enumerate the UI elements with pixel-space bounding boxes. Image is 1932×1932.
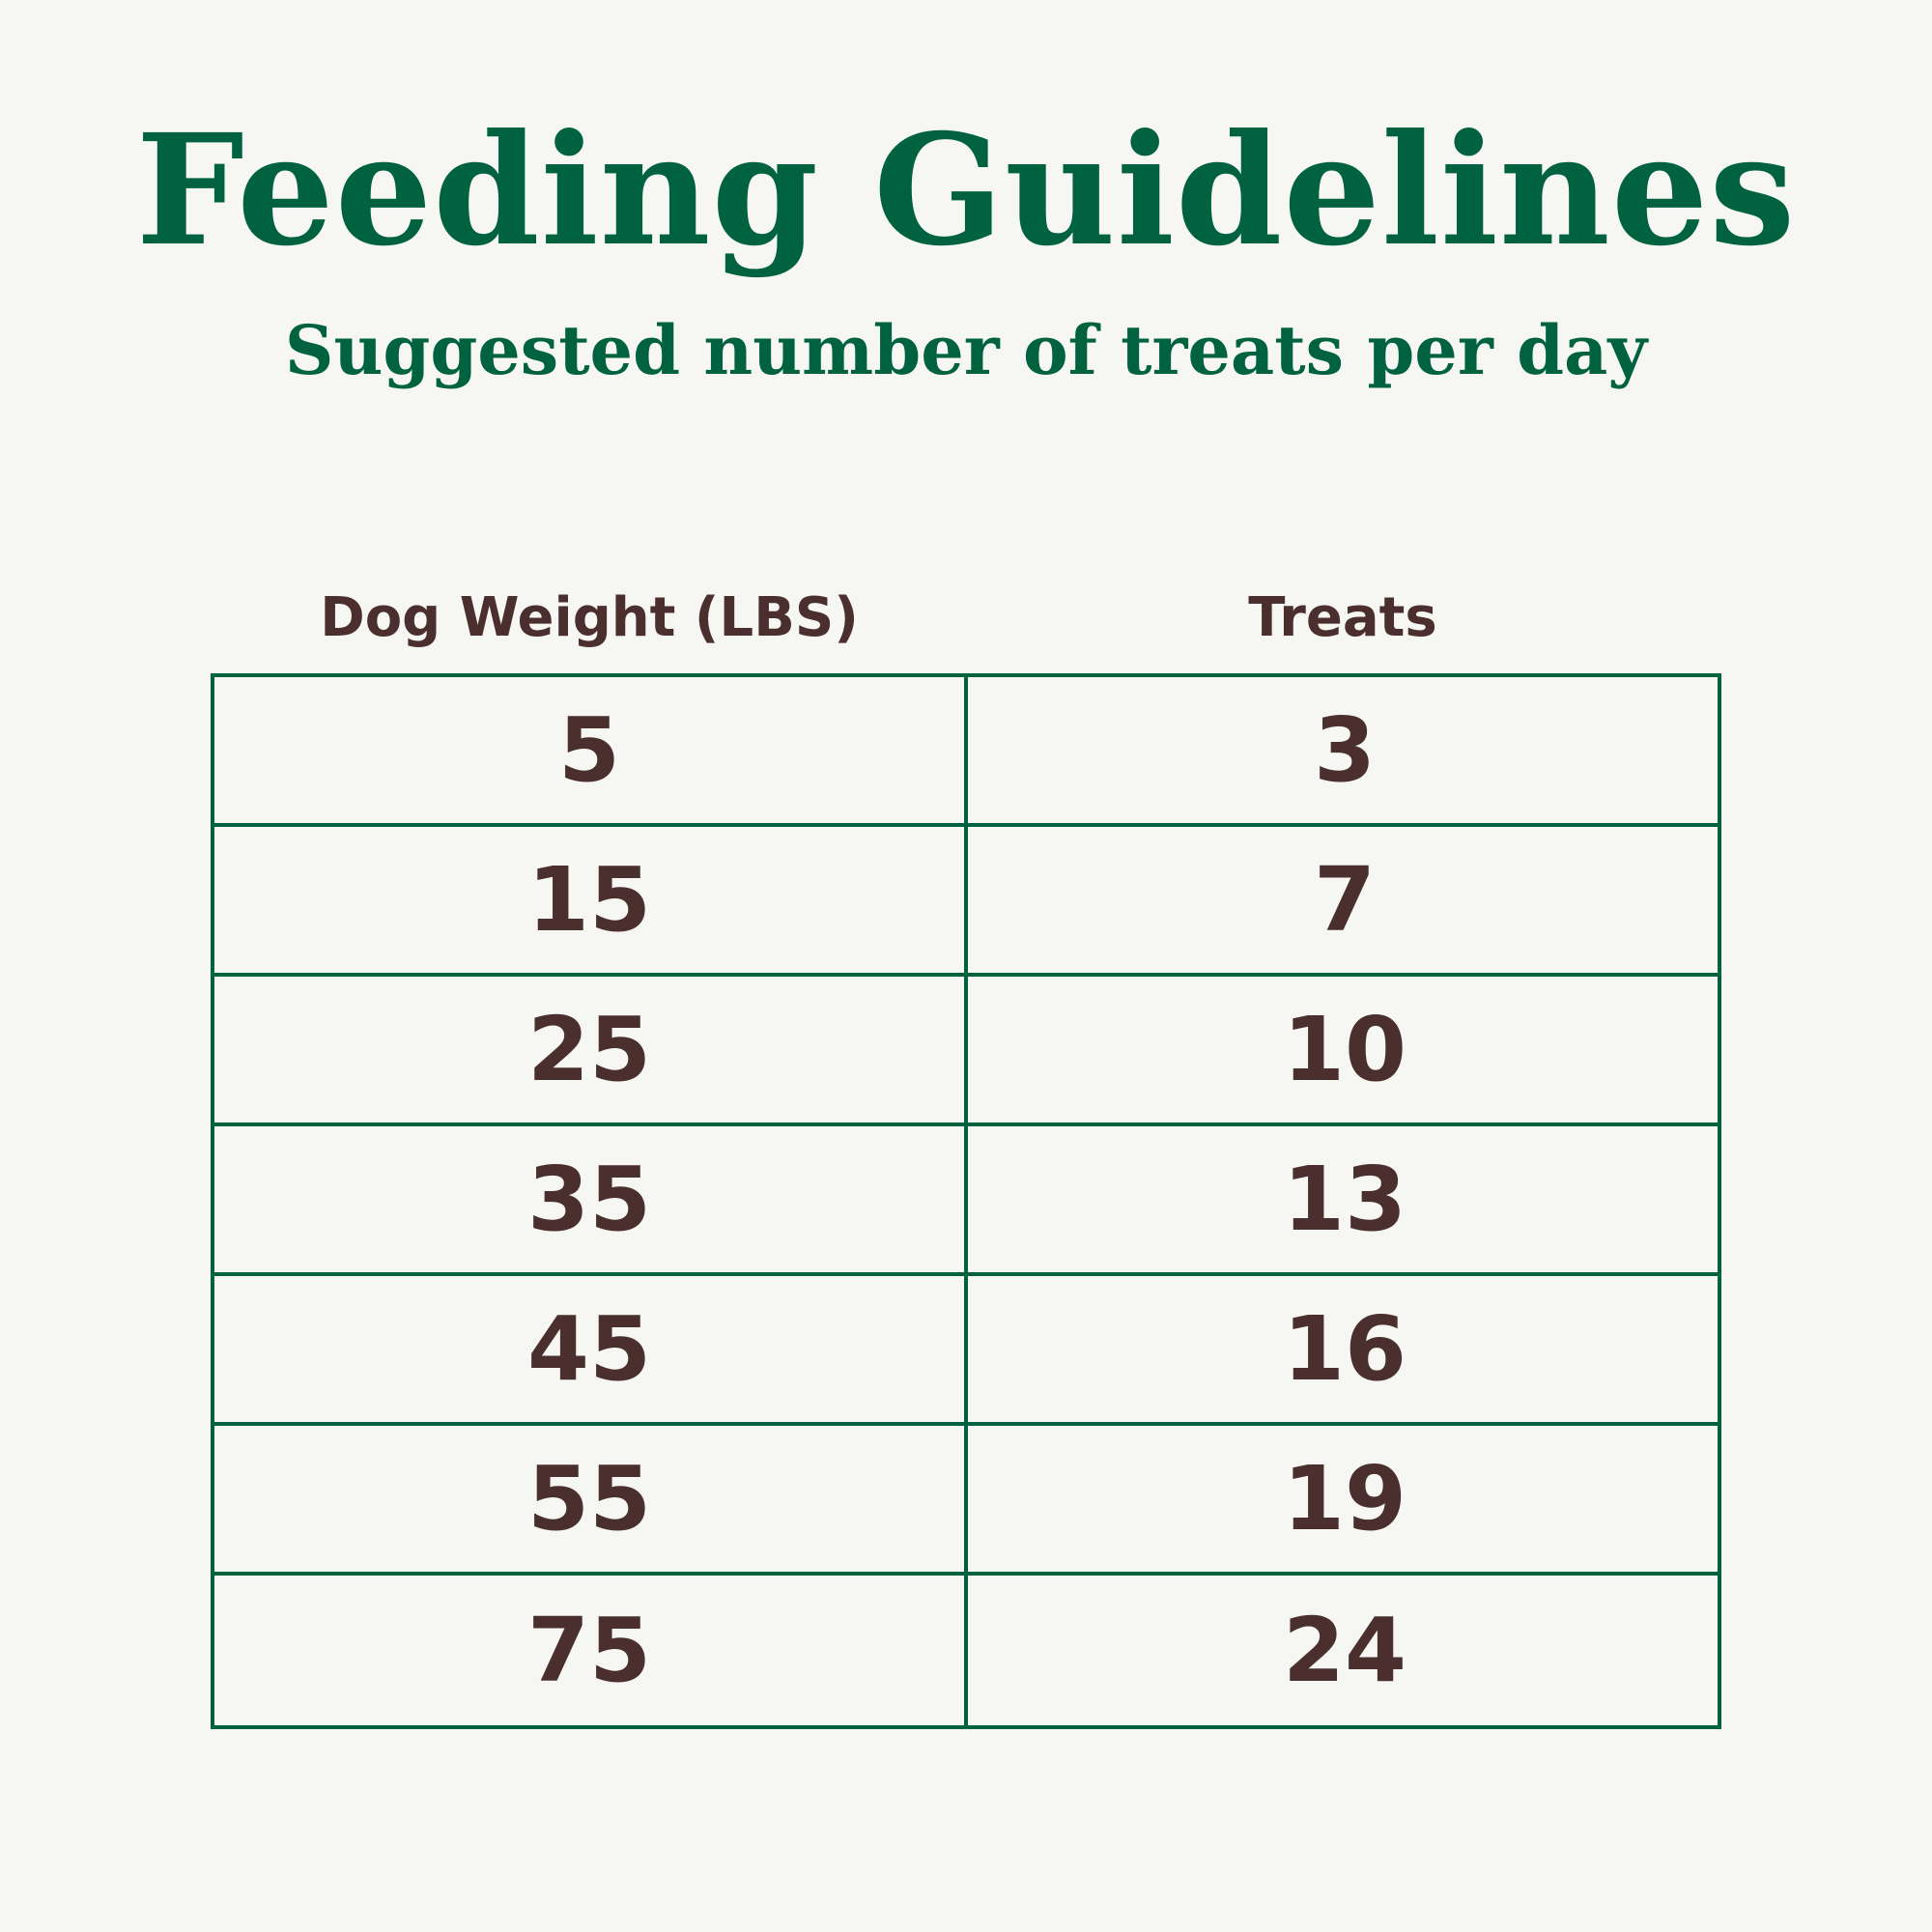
- table-cell-weight: 15: [214, 827, 968, 977]
- table-cell-treats: 19: [968, 1426, 1721, 1576]
- table-cell-weight: 25: [214, 977, 968, 1126]
- page-title: Feeding Guidelines: [135, 101, 1797, 280]
- table-cell-treats: 7: [968, 827, 1721, 977]
- table-cell-treats: 10: [968, 977, 1721, 1126]
- feeding-table: 5 3 15 7 25 10 35 13 45 16 55 19 75 24: [211, 673, 1721, 1729]
- column-header-treats: Treats: [1248, 586, 1437, 649]
- column-header-dog-weight: Dog Weight (LBS): [320, 586, 859, 649]
- table-cell-weight: 35: [214, 1126, 968, 1276]
- table-cell-weight: 75: [214, 1576, 968, 1725]
- table-cell-treats: 24: [1282, 1599, 1407, 1702]
- page-subtitle: Suggested number of treats per day: [284, 310, 1648, 390]
- table-cell-treats: 13: [968, 1126, 1721, 1276]
- table-cell-treats: 16: [968, 1276, 1721, 1426]
- table-cell-weight: 55: [214, 1426, 968, 1576]
- table-cell-weight: 45: [214, 1276, 968, 1426]
- table-cell-weight: 5: [214, 677, 968, 827]
- table-cell-treats: 3: [968, 677, 1721, 827]
